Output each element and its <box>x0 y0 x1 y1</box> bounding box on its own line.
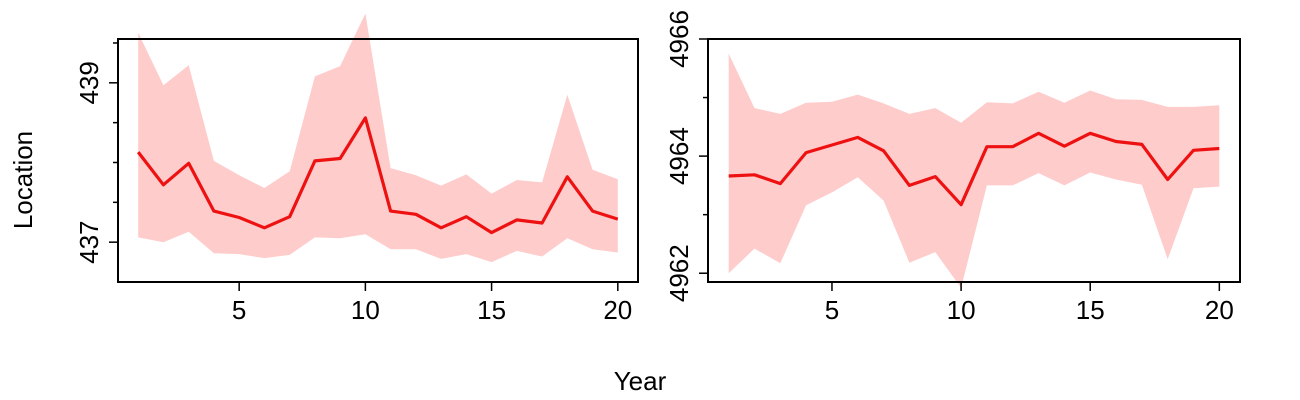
y-tick-label: 437 <box>74 220 104 263</box>
y-tick-label: 4962 <box>664 244 694 302</box>
x-tick-label: 5 <box>825 295 839 325</box>
confidence-band <box>138 13 618 263</box>
series-line <box>728 131 1220 207</box>
plot-frame <box>117 38 639 283</box>
plot-frame <box>707 38 1241 283</box>
y-tick-label: 439 <box>74 61 104 104</box>
confidence-band <box>728 53 1220 288</box>
x-axis-label: Year <box>614 366 667 396</box>
x-tick-label: 5 <box>232 295 246 325</box>
y-tick-label: 4966 <box>664 10 694 68</box>
x-tick-label: 20 <box>603 295 632 325</box>
y-tick-label: 4964 <box>664 127 694 185</box>
chart-panel-right: 5 10 15 20 4962 4964 4966 <box>664 10 1241 325</box>
x-tick-label: 15 <box>1076 295 1105 325</box>
x-tick-label: 15 <box>477 295 506 325</box>
chart-panel-left: 5 10 15 20 437 439 <box>74 13 639 325</box>
y-axis-label: Location <box>8 131 38 229</box>
x-tick-label: 10 <box>947 295 976 325</box>
series-line <box>136 116 619 235</box>
x-tick-label: 20 <box>1205 295 1234 325</box>
x-tick-label: 10 <box>351 295 380 325</box>
